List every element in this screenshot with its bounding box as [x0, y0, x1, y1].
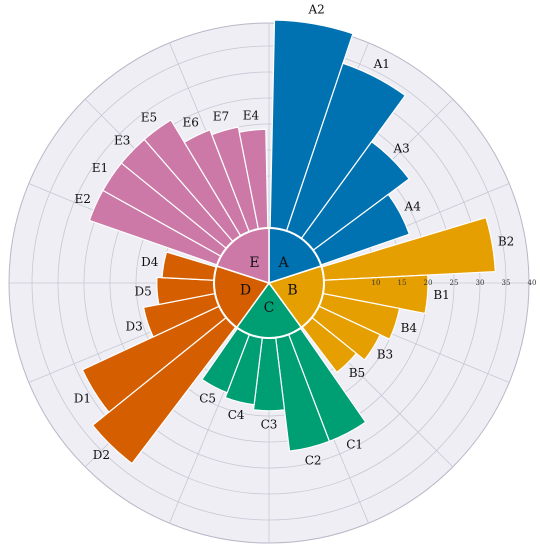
- radial-tick-label: 35: [502, 279, 511, 287]
- category-label: E6: [183, 115, 199, 129]
- category-labels: A2A1A3A4B2B1B4B3B5C1C2C3C4C5D2D1D3D5D4E2…: [74, 3, 514, 468]
- category-label: A1: [373, 57, 390, 71]
- radial-tick-label: 40: [528, 279, 537, 287]
- category-label: B4: [401, 321, 418, 335]
- category-label: E1: [92, 161, 108, 175]
- category-label: A3: [393, 141, 410, 155]
- category-label: C5: [199, 392, 216, 406]
- category-label: B1: [433, 288, 449, 302]
- radial-tick-label: 15: [398, 279, 407, 287]
- category-label: B2: [498, 234, 514, 248]
- category-label: A2: [307, 3, 324, 17]
- category-label: E7: [213, 109, 229, 123]
- group-label: C: [264, 300, 275, 316]
- category-label: D2: [93, 448, 110, 462]
- category-label: D3: [126, 319, 143, 333]
- category-label: E2: [75, 192, 91, 206]
- category-label: B3: [377, 348, 393, 362]
- radial-tick-labels: 10 15 20 25 30 35 40: [372, 279, 537, 287]
- category-label: D4: [141, 255, 159, 269]
- category-label: D5: [134, 284, 151, 298]
- group-label: D: [240, 283, 251, 299]
- category-label: C4: [228, 408, 245, 422]
- radial-tick-label: 20: [424, 279, 433, 287]
- hub-ring: [213, 227, 325, 339]
- category-label: C3: [261, 417, 278, 431]
- category-label: C1: [346, 438, 363, 452]
- category-label: E3: [114, 134, 130, 148]
- group-label: B: [287, 283, 297, 299]
- category-label: C2: [305, 454, 322, 468]
- radial-tick-label: 10: [372, 279, 381, 287]
- group-label: A: [277, 255, 289, 271]
- category-label: E5: [141, 110, 157, 124]
- category-label: E4: [243, 109, 260, 123]
- category-label: D1: [74, 392, 91, 406]
- category-label: B5: [349, 366, 365, 380]
- category-label: A4: [404, 199, 422, 213]
- bars: [81, 19, 496, 465]
- radial-tick-label: 30: [476, 279, 485, 287]
- group-label: E: [249, 255, 259, 271]
- radial-tick-label: 25: [450, 279, 459, 287]
